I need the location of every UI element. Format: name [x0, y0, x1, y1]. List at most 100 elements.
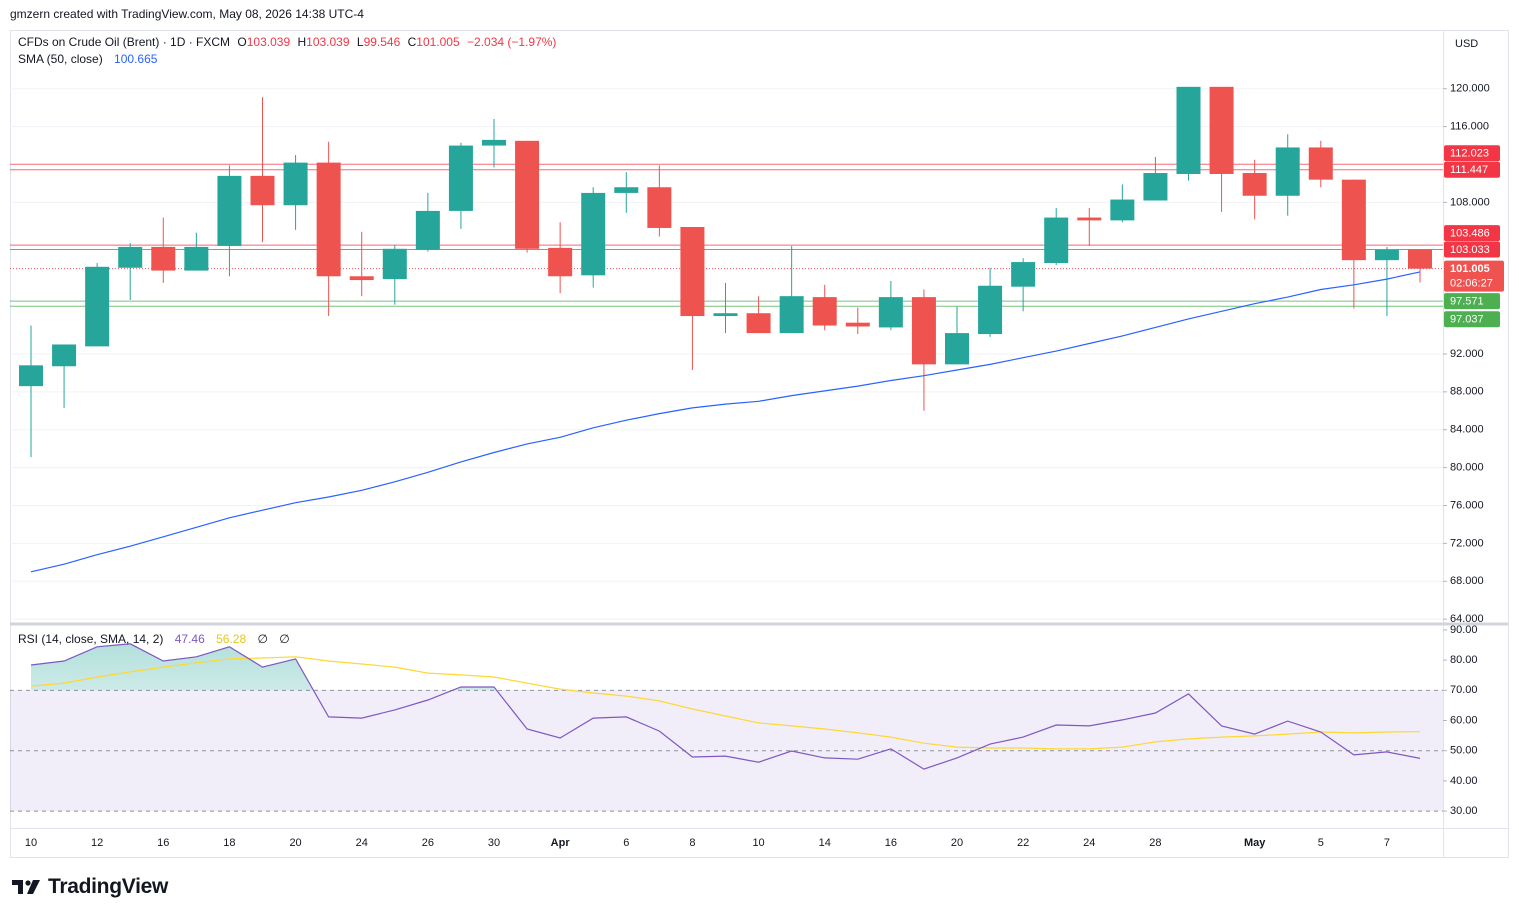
change: −2.034 (−1.97%) — [467, 35, 557, 49]
y-tick-label: 80.00 — [1450, 654, 1478, 666]
x-tick-label: 18 — [223, 837, 235, 849]
candle-body — [1275, 147, 1300, 196]
level-badge-label: 97.571 — [1450, 296, 1484, 308]
y-tick-label: 70.00 — [1450, 684, 1478, 696]
rsi-value: 47.46 — [174, 632, 205, 646]
x-tick-label: 22 — [1017, 837, 1029, 849]
x-tick-label: 30 — [488, 837, 500, 849]
level-badge-label: 97.037 — [1450, 314, 1484, 326]
sma-legend: SMA (50, close) 100.665 — [18, 52, 157, 66]
candle-body — [382, 248, 407, 280]
rsi-extra: ∅ — [279, 632, 290, 646]
candle-body — [283, 162, 308, 206]
x-tick-label: 16 — [157, 837, 169, 849]
ohlc-label: L — [356, 35, 364, 49]
candle-body — [812, 297, 837, 326]
ohlc-label: O — [237, 35, 247, 49]
x-tick-label: May — [1244, 837, 1266, 849]
candle-body — [1077, 217, 1102, 221]
candle-body — [85, 266, 110, 347]
x-tick-label: 8 — [689, 837, 695, 849]
candle-body — [911, 297, 936, 365]
candle-body — [515, 140, 540, 249]
ohlc-value: 101.005 — [416, 35, 460, 49]
candle-body — [614, 187, 639, 193]
candle-body — [878, 297, 903, 328]
rsi-name[interactable]: RSI (14, close, SMA, 14, 2) — [18, 632, 164, 646]
level-badge-label: 103.486 — [1450, 228, 1490, 240]
level-badge — [1444, 241, 1500, 258]
y-tick-label: 88.000 — [1450, 386, 1484, 398]
candle-body — [316, 162, 341, 277]
ohlc-label: C — [407, 35, 417, 49]
ohlc-value: 99.546 — [363, 35, 401, 49]
symbol[interactable]: CFDs on Crude Oil (Brent) · 1D · FXCM — [18, 35, 231, 49]
rsi-legend: RSI (14, close, SMA, 14, 2) 47.46 56.28 … — [18, 632, 290, 646]
candle-body — [945, 333, 969, 365]
candle-body — [1408, 249, 1432, 269]
last-price-badge — [1444, 260, 1504, 292]
y-tick-label: 84.000 — [1450, 424, 1484, 436]
brand: TradingView — [48, 875, 169, 898]
level-badge-label: 112.023 — [1450, 148, 1489, 160]
ohlc-label: H — [297, 35, 307, 49]
candle-body — [647, 187, 672, 228]
candle-body — [1176, 86, 1201, 174]
frame — [10, 30, 1509, 858]
candle-body — [1110, 199, 1135, 221]
price-legend: CFDs on Crude Oil (Brent) · 1D · FXCM O 1… — [18, 35, 556, 49]
ohlc-value: 103.039 — [306, 35, 350, 49]
candle-body — [118, 246, 143, 268]
y-tick-label: 68.000 — [1450, 575, 1484, 587]
y-tick-label: 72.000 — [1450, 537, 1484, 549]
y-tick-label: 40.00 — [1450, 775, 1478, 787]
y-tick-label: 92.000 — [1450, 348, 1484, 360]
candle-body — [415, 210, 440, 250]
candle-body — [349, 276, 374, 281]
x-tick-label: 16 — [885, 837, 897, 849]
x-tick-label: 10 — [25, 837, 37, 849]
last-price-label: 101.005 — [1450, 263, 1490, 275]
rsi-sma-value: 56.28 — [216, 632, 247, 646]
candle-body — [548, 247, 573, 277]
candle-body — [19, 365, 43, 387]
x-tick-label: 14 — [819, 837, 831, 849]
sma-value: 100.665 — [114, 52, 158, 66]
x-tick-label: 7 — [1384, 837, 1390, 849]
y-tick-label: 76.000 — [1450, 499, 1484, 511]
x-tick-label: Apr — [551, 837, 571, 849]
candle-body — [184, 246, 209, 271]
candle-body — [482, 139, 506, 146]
level-badge — [1444, 145, 1500, 162]
rsi-line — [30, 643, 1421, 770]
candle-body — [250, 175, 275, 206]
level-badge — [1444, 161, 1500, 178]
candle-body — [978, 285, 1003, 335]
rsi-sma-line — [30, 656, 1421, 750]
candle-body — [151, 246, 176, 271]
candle-body — [1011, 262, 1036, 287]
candle-body — [52, 344, 77, 367]
candle-body — [217, 175, 242, 246]
x-tick-label: 28 — [1149, 837, 1161, 849]
x-tick-label: 12 — [91, 837, 103, 849]
candle-body — [448, 145, 473, 211]
x-tick-label: 6 — [623, 837, 629, 849]
candle-body — [779, 296, 804, 334]
y-tick-label: 90.00 — [1450, 624, 1478, 636]
currency[interactable]: USD — [1455, 38, 1479, 50]
x-tick-label: 24 — [356, 837, 368, 849]
level-badge-label: 111.447 — [1450, 164, 1488, 176]
candle-body — [746, 313, 771, 334]
rsi-extra: ∅ — [257, 632, 268, 646]
candle-body — [1044, 217, 1069, 264]
x-tick-label: 24 — [1083, 837, 1095, 849]
y-tick-label: 120.000 — [1450, 83, 1490, 95]
candle-body — [1341, 179, 1366, 261]
x-tick-label: 10 — [752, 837, 764, 849]
sma-name[interactable]: SMA (50, close) — [18, 52, 103, 66]
candle-body — [680, 227, 705, 317]
y-tick-label: 64.000 — [1450, 613, 1484, 625]
